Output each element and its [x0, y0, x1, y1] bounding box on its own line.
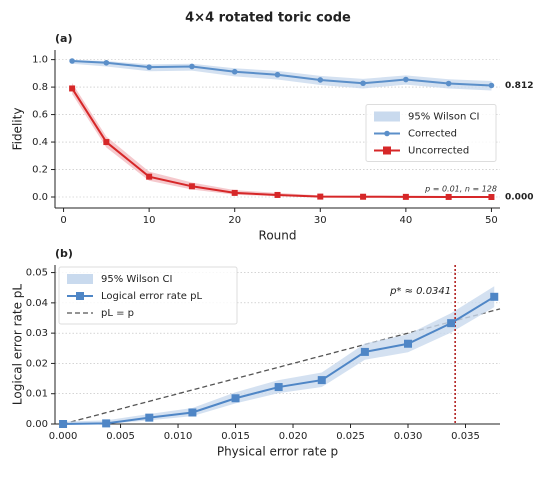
legend-label: pL = p — [101, 308, 134, 319]
x-tick-label: 0.005 — [106, 431, 135, 442]
marker — [59, 420, 68, 428]
legend-swatch — [67, 274, 93, 284]
annotation: p = 0.01, n = 128 — [424, 185, 497, 194]
x-tick-label: 20 — [228, 215, 241, 226]
legend-marker — [384, 130, 390, 137]
threshold-label: p* ≈ 0.0341 — [389, 286, 451, 297]
marker — [145, 413, 154, 422]
marker — [274, 191, 281, 198]
marker — [231, 68, 238, 75]
marker — [445, 80, 452, 87]
legend-label: 95% Wilson CI — [408, 112, 479, 123]
panel-label: (b) — [55, 247, 73, 260]
marker — [447, 319, 456, 328]
marker — [146, 64, 152, 70]
x-tick-label: 40 — [399, 215, 412, 226]
end-label: 0.000 — [505, 193, 533, 203]
x-tick-label: 0.000 — [49, 431, 78, 442]
x-tick-label: 0 — [60, 215, 66, 226]
x-tick-label: 0.020 — [279, 431, 308, 442]
marker — [274, 383, 283, 392]
y-tick-label: 0.03 — [26, 328, 48, 339]
legend-marker — [76, 292, 84, 300]
marker — [317, 376, 326, 385]
marker — [103, 139, 110, 146]
x-tick-label: 0.015 — [221, 431, 250, 442]
y-tick-label: 0.02 — [26, 358, 48, 369]
marker — [188, 183, 195, 190]
marker — [360, 80, 366, 87]
y-tick-label: 0.0 — [32, 192, 48, 203]
marker — [103, 59, 110, 66]
marker — [146, 173, 153, 180]
y-tick-label: 0.8 — [32, 82, 48, 93]
figure-title: 4×4 rotated toric code — [185, 11, 351, 26]
x-tick-label: 30 — [314, 215, 327, 226]
marker — [274, 71, 281, 78]
y-tick-label: 1.0 — [32, 55, 48, 66]
legend-marker — [383, 146, 391, 155]
x-tick-label: 0.010 — [164, 431, 193, 442]
y-tick-label: 0.4 — [32, 137, 48, 148]
marker — [317, 193, 324, 200]
x-axis-label: Physical error rate p — [217, 445, 338, 459]
marker — [360, 193, 367, 200]
marker — [189, 63, 195, 70]
marker — [317, 77, 324, 83]
marker — [445, 193, 452, 200]
marker — [231, 394, 240, 403]
x-axis-label: Round — [259, 229, 297, 243]
marker — [488, 194, 495, 201]
marker — [488, 82, 495, 89]
marker — [69, 58, 75, 64]
x-tick-label: 10 — [143, 215, 156, 226]
x-tick-label: 50 — [485, 215, 498, 226]
marker — [69, 85, 76, 92]
legend-label: Logical error rate pL — [101, 291, 202, 302]
x-tick-label: 0.025 — [336, 431, 365, 442]
x-tick-label: 0.035 — [451, 431, 480, 442]
legend-box — [58, 266, 238, 325]
marker — [360, 347, 369, 356]
end-label: 0.812 — [505, 81, 533, 91]
legend-label: 95% Wilson CI — [101, 274, 172, 285]
marker — [403, 76, 409, 83]
y-axis-label: Fidelity — [11, 108, 25, 151]
legend-label: Uncorrected — [408, 146, 469, 157]
y-tick-label: 0.00 — [26, 419, 48, 430]
marker — [102, 419, 111, 428]
legend-swatch — [374, 111, 400, 122]
y-axis-label: Logical error rate pL — [11, 284, 25, 406]
legend-label: Corrected — [408, 129, 457, 140]
panel-label: (a) — [55, 32, 72, 45]
y-tick-label: 0.2 — [32, 165, 48, 176]
y-tick-label: 0.05 — [26, 268, 48, 279]
y-tick-label: 0.01 — [26, 389, 48, 400]
marker — [402, 193, 409, 200]
marker — [188, 408, 197, 417]
marker — [231, 189, 238, 196]
y-tick-label: 0.04 — [26, 298, 48, 309]
x-tick-label: 0.030 — [394, 431, 423, 442]
marker — [490, 292, 499, 301]
marker — [404, 339, 413, 348]
y-tick-label: 0.6 — [32, 110, 48, 121]
